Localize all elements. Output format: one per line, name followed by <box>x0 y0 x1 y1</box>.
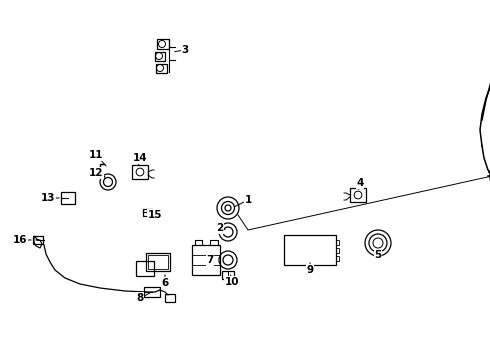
Bar <box>143 208 153 216</box>
Bar <box>192 245 220 275</box>
Text: 14: 14 <box>133 153 147 163</box>
Bar <box>136 261 154 275</box>
Text: 9: 9 <box>306 265 314 275</box>
Text: 11: 11 <box>89 150 103 160</box>
Text: 13: 13 <box>41 193 55 203</box>
Bar <box>144 287 160 297</box>
Bar <box>336 248 339 252</box>
Text: 16: 16 <box>13 235 27 245</box>
Bar <box>157 39 169 49</box>
Text: 3: 3 <box>181 45 189 55</box>
Bar <box>61 192 75 204</box>
Text: 10: 10 <box>225 277 239 287</box>
Bar <box>148 255 168 269</box>
Bar <box>155 63 167 72</box>
Text: 7: 7 <box>206 255 214 265</box>
Text: 12: 12 <box>89 168 103 178</box>
Bar <box>33 236 43 244</box>
Bar <box>132 165 148 179</box>
Bar <box>336 256 339 261</box>
Text: 1: 1 <box>245 195 252 205</box>
Bar <box>336 239 339 244</box>
Bar <box>350 188 366 202</box>
Text: 2: 2 <box>217 223 223 233</box>
Text: 6: 6 <box>161 278 169 288</box>
Bar <box>165 294 175 302</box>
Bar <box>284 235 336 265</box>
Bar <box>155 51 165 60</box>
Text: 15: 15 <box>148 210 162 220</box>
Text: 4: 4 <box>356 178 364 188</box>
Bar <box>222 271 234 279</box>
Bar <box>146 253 170 271</box>
Text: 5: 5 <box>374 250 382 260</box>
Text: 8: 8 <box>136 293 144 303</box>
